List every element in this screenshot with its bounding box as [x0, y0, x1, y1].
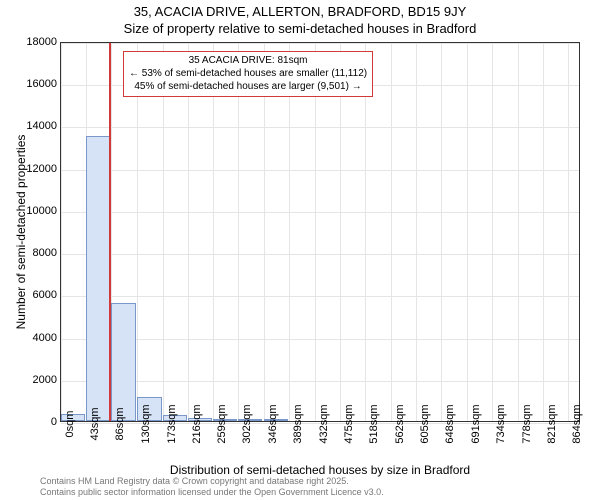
- x-tick-label: 562sqm: [394, 404, 406, 443]
- x-tick-label: 691sqm: [470, 404, 482, 443]
- x-tick-label: 346sqm: [267, 404, 279, 443]
- x-tick-label: 130sqm: [140, 404, 152, 443]
- gridline-h: [61, 212, 579, 213]
- y-tick-label: 18000: [17, 36, 57, 48]
- annotation-line1: 35 ACACIA DRIVE: 81sqm: [129, 54, 367, 67]
- y-tick-label: 6000: [17, 289, 57, 301]
- y-tick-label: 14000: [17, 120, 57, 132]
- x-tick-label: 43sqm: [89, 407, 101, 440]
- x-tick-label: 734sqm: [495, 404, 507, 443]
- x-tick-label: 0sqm: [64, 411, 76, 438]
- gridline-v: [365, 43, 366, 421]
- annotation-box: 35 ACACIA DRIVE: 81sqm ← 53% of semi-det…: [123, 51, 373, 97]
- x-tick-label: 864sqm: [571, 404, 583, 443]
- footer-line2: Contains public sector information licen…: [40, 487, 384, 498]
- y-tick-label: 16000: [17, 78, 57, 90]
- gridline-v: [188, 43, 189, 421]
- gridline-h: [61, 381, 579, 382]
- annotation-line2: ← 53% of semi-detached houses are smalle…: [129, 67, 367, 80]
- gridline-v: [568, 43, 569, 421]
- chart-title-main: 35, ACACIA DRIVE, ALLERTON, BRADFORD, BD…: [0, 4, 600, 19]
- x-tick-label: 605sqm: [419, 404, 431, 443]
- x-tick-label: 389sqm: [292, 404, 304, 443]
- annotation-line3: 45% of semi-detached houses are larger (…: [129, 80, 367, 93]
- y-tick-label: 8000: [17, 247, 57, 259]
- marker-line: [109, 43, 111, 421]
- y-tick-label: 10000: [17, 205, 57, 217]
- gridline-v: [467, 43, 468, 421]
- x-tick-label: 259sqm: [216, 404, 228, 443]
- gridline-v: [213, 43, 214, 421]
- gridline-h: [61, 339, 579, 340]
- x-axis-label: Distribution of semi-detached houses by …: [60, 463, 580, 477]
- gridline-v: [543, 43, 544, 421]
- y-tick-label: 12000: [17, 163, 57, 175]
- gridline-h: [61, 296, 579, 297]
- chart-title-sub: Size of property relative to semi-detach…: [0, 21, 600, 36]
- x-tick-label: 821sqm: [546, 404, 558, 443]
- gridline-v: [391, 43, 392, 421]
- gridline-v: [137, 43, 138, 421]
- x-tick-label: 518sqm: [368, 404, 380, 443]
- gridline-v: [315, 43, 316, 421]
- gridline-v: [163, 43, 164, 421]
- histogram-bar: [111, 303, 135, 421]
- gridline-h: [61, 43, 579, 44]
- y-tick-label: 2000: [17, 374, 57, 386]
- x-tick-label: 302sqm: [241, 404, 253, 443]
- plot-area: 35 ACACIA DRIVE: 81sqm ← 53% of semi-det…: [60, 42, 580, 422]
- gridline-v: [492, 43, 493, 421]
- footer-line1: Contains HM Land Registry data © Crown c…: [40, 476, 384, 487]
- gridline-h: [61, 170, 579, 171]
- x-tick-label: 173sqm: [166, 404, 178, 443]
- footer: Contains HM Land Registry data © Crown c…: [40, 476, 384, 498]
- gridline-v: [61, 43, 62, 421]
- x-tick-label: 216sqm: [191, 404, 203, 443]
- x-tick-label: 432sqm: [318, 404, 330, 443]
- gridline-v: [441, 43, 442, 421]
- gridline-v: [264, 43, 265, 421]
- gridline-h: [61, 127, 579, 128]
- x-tick-label: 648sqm: [444, 404, 456, 443]
- y-tick-label: 4000: [17, 332, 57, 344]
- x-tick-label: 475sqm: [343, 404, 355, 443]
- gridline-h: [61, 254, 579, 255]
- y-tick-label: 0: [17, 416, 57, 428]
- histogram-bar: [86, 136, 110, 421]
- x-tick-label: 778sqm: [521, 404, 533, 443]
- gridline-v: [416, 43, 417, 421]
- gridline-v: [289, 43, 290, 421]
- gridline-v: [340, 43, 341, 421]
- gridline-v: [518, 43, 519, 421]
- x-tick-label: 86sqm: [114, 407, 126, 440]
- gridline-v: [238, 43, 239, 421]
